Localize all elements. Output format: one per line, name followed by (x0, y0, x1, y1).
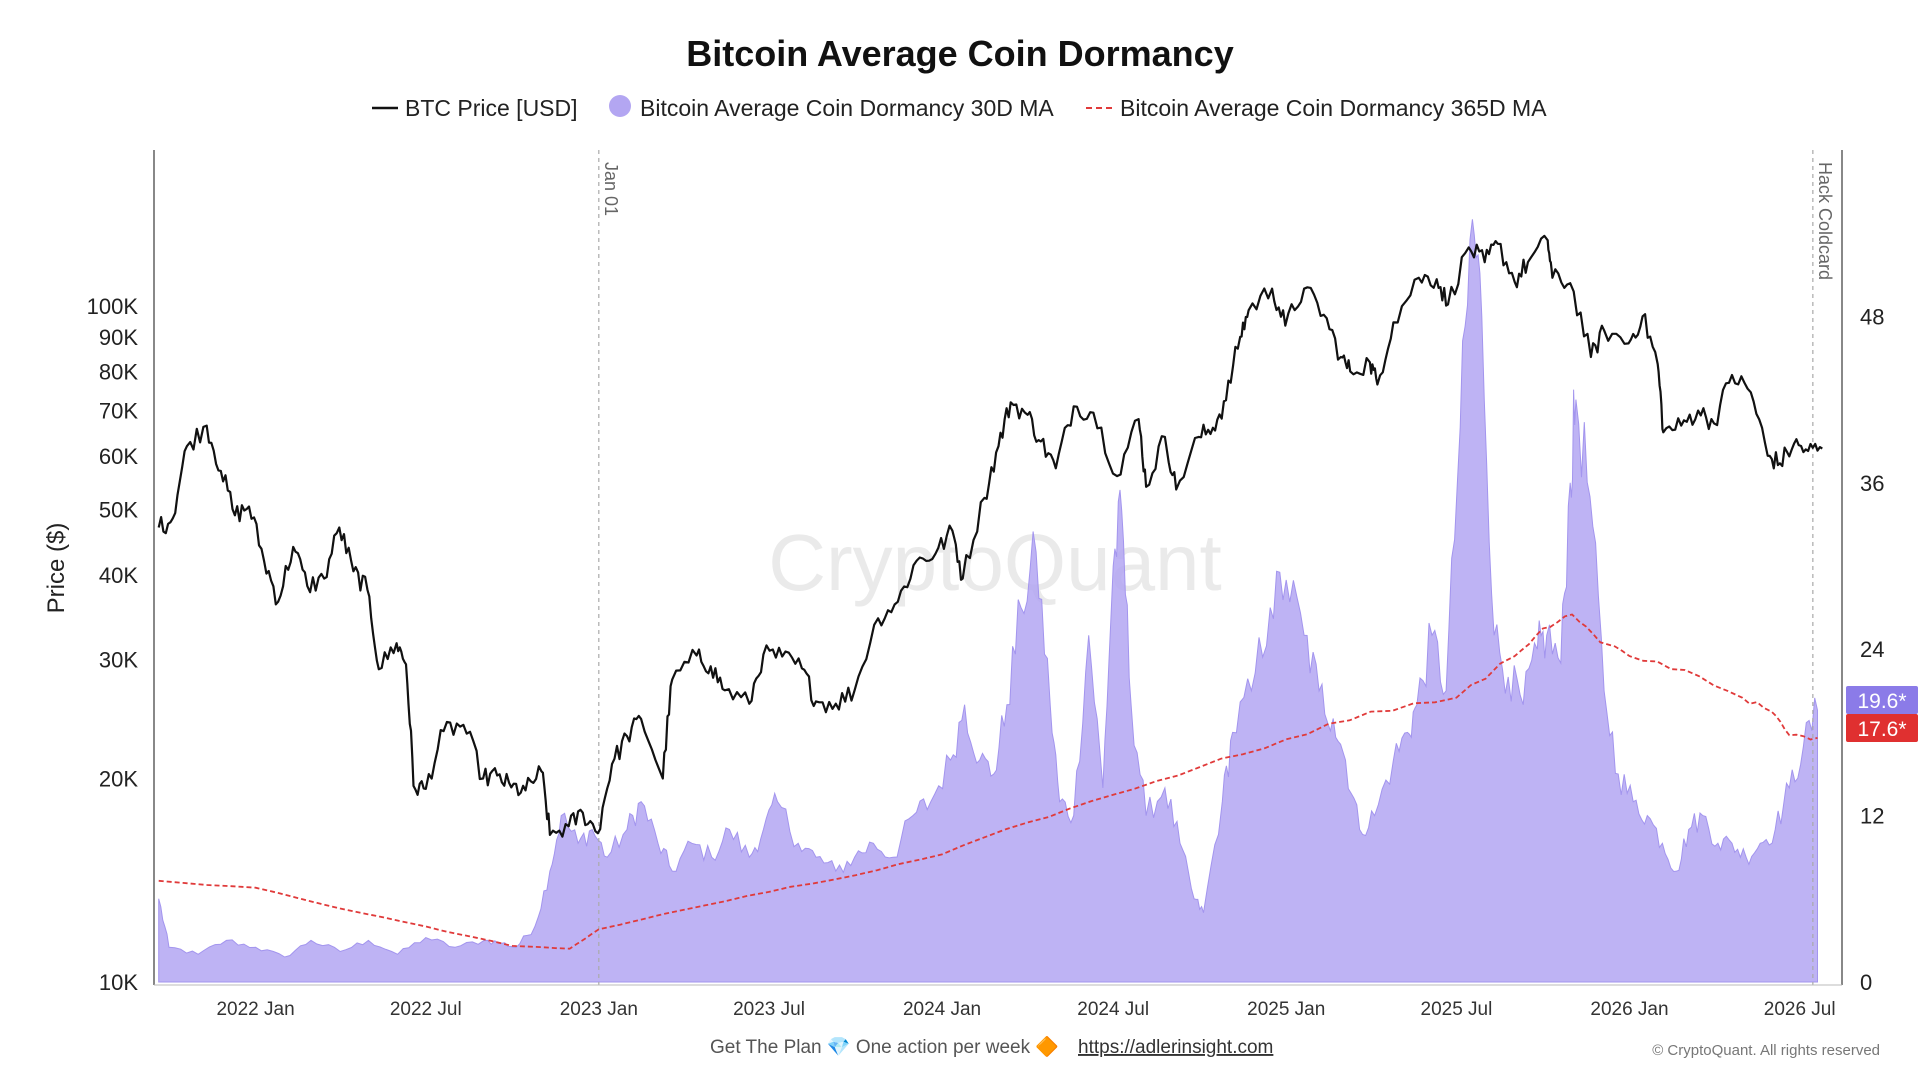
x-tick-label: 2024 Jul (1077, 999, 1149, 1020)
btc-price-line (157, 234, 1823, 838)
annotation-label-0: Jan 01 (601, 162, 621, 216)
y-right-tick-label: 0 (1860, 970, 1872, 995)
y-left-tick-label: 10K (99, 970, 138, 995)
value-badge-label-0: 19.6* (1857, 690, 1906, 713)
legend-label-btc-price: BTC Price [USD] (405, 95, 578, 121)
y-right-tick-label: 24 (1860, 637, 1884, 662)
x-tick-label: 2025 Jul (1421, 999, 1493, 1020)
y-right-tick-label: 12 (1860, 804, 1884, 829)
x-tick-label: 2026 Jan (1590, 999, 1668, 1020)
annotation-label-1: Hack Coldcard (1815, 162, 1835, 280)
x-tick-label: 2023 Jul (733, 999, 805, 1020)
x-tick-label: 2022 Jul (390, 999, 462, 1020)
footer-plan-text: Get The Plan 💎 One action per week 🔶 (710, 1035, 1059, 1058)
y-left-tick-label: 80K (99, 359, 138, 384)
dormancy-30d-area-layer (158, 219, 1818, 983)
dormancy-30d-area (158, 219, 1818, 983)
x-tick-label: 2026 Jul (1764, 999, 1836, 1020)
y-left-tick-label: 100K (87, 294, 139, 319)
value-badge-label-1: 17.6* (1857, 718, 1906, 741)
value-badges: 19.6* 17.6* (1846, 686, 1918, 742)
chart-title: Bitcoin Average Coin Dormancy (686, 33, 1233, 74)
value-badge-0 (1846, 686, 1918, 714)
watermark: CryptoQuant (768, 518, 1222, 607)
y-right-tick-label: 36 (1860, 471, 1884, 496)
x-tick-label: 2023 Jan (560, 999, 638, 1020)
y-left-tick-label: 70K (99, 399, 138, 424)
y-left-tick-label: 40K (99, 563, 138, 588)
x-tick-label: 2022 Jan (216, 999, 294, 1020)
legend-dot-dormancy-30d (609, 95, 631, 117)
y-left-tick-label: 60K (99, 444, 138, 469)
footer-link[interactable]: https://adlerinsight.com (1078, 1037, 1273, 1058)
legend-label-dormancy-30d: Bitcoin Average Coin Dormancy 30D MA (640, 95, 1054, 121)
annotation-layer: Jan 01 Hack Coldcard (598, 150, 1835, 985)
x-tick-label: 2025 Jan (1247, 999, 1325, 1020)
y-left-tick-label: 90K (99, 325, 138, 350)
value-badge-1 (1846, 714, 1918, 742)
y-axis-label: Price ($) (43, 523, 70, 614)
y-left-tick-label: 20K (99, 766, 138, 791)
legend-label-dormancy-365d: Bitcoin Average Coin Dormancy 365D MA (1120, 95, 1547, 121)
tick-layer: 10K 20K 30K 40K 50K 60K 70K 80K 90K 100K 0 12 24 36 48… (87, 294, 1885, 1020)
dormancy-365d-line-layer (158, 613, 1818, 950)
copyright-text: © CryptoQuant. All rights reserved (1652, 1042, 1880, 1059)
y-left-tick-label: 50K (99, 497, 138, 522)
y-left-tick-label: 30K (99, 647, 138, 672)
x-tick-label: 2024 Jan (903, 999, 981, 1020)
legend: BTC Price [USD] Bitcoin Average Coin Dor… (372, 95, 1547, 121)
y-right-tick-label: 48 (1860, 304, 1884, 329)
dormancy-365d-line (158, 613, 1818, 950)
btc-price-line-layer (157, 234, 1823, 838)
